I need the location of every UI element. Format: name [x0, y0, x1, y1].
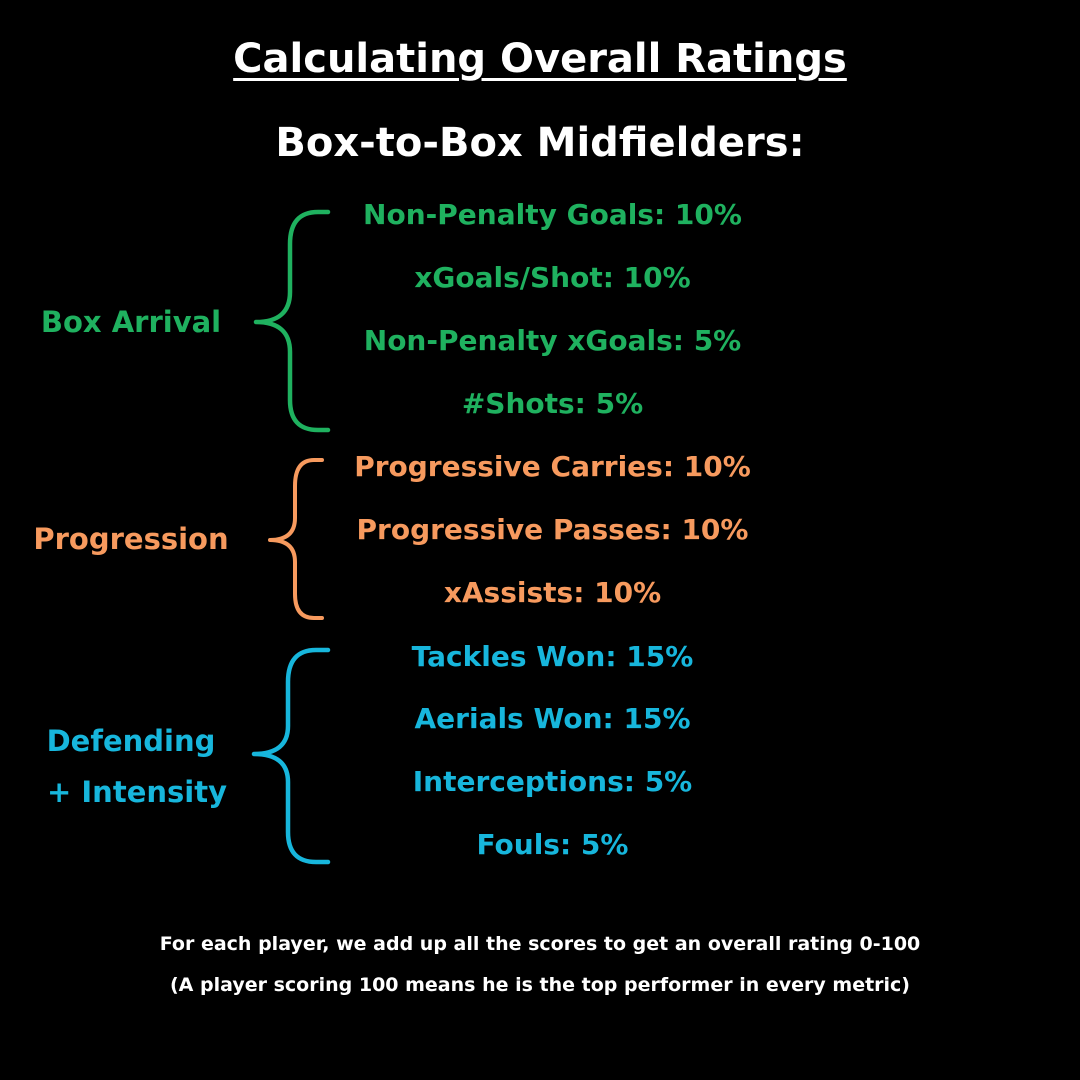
- metric-progressive-passes: Progressive Passes: 10%: [356, 513, 749, 546]
- page-subtitle: Box-to-Box Midfielders:: [275, 120, 805, 166]
- box-arrival-brace: [253, 209, 331, 433]
- metric-interceptions: Interceptions: 5%: [412, 765, 693, 798]
- metric-shots: #Shots: 5%: [461, 387, 644, 420]
- defending-brace: [251, 647, 331, 865]
- footer-note: For each player, we add up all the score…: [159, 933, 921, 955]
- metric-tackles-won: Tackles Won: 15%: [411, 640, 694, 673]
- metric-aerials-won: Aerials Won: 15%: [414, 702, 691, 735]
- metric-fouls: Fouls: 5%: [476, 828, 629, 861]
- progression-brace: [268, 458, 324, 620]
- page-title: Calculating Overall Ratings: [233, 36, 847, 82]
- metric-non-penalty-goals: Non-Penalty Goals: 10%: [363, 198, 742, 231]
- metric-xassists: xAssists: 10%: [443, 576, 662, 609]
- group-label-intensity: + Intensity: [47, 775, 227, 809]
- metric-progressive-carries: Progressive Carries: 10%: [354, 450, 751, 483]
- metric-xgoals-per-shot: xGoals/Shot: 10%: [414, 261, 691, 294]
- footer-note-parenthetical: (A player scoring 100 means he is the to…: [169, 974, 910, 996]
- group-label-box-arrival: Box Arrival: [40, 305, 222, 339]
- group-label-defending: Defending: [46, 724, 216, 758]
- metric-non-penalty-xgoals: Non-Penalty xGoals: 5%: [363, 324, 742, 357]
- group-label-progression: Progression: [33, 522, 229, 556]
